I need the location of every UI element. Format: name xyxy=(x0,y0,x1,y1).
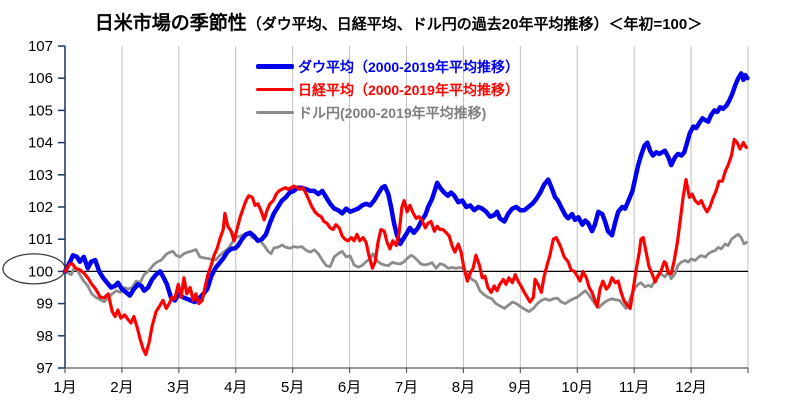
x-axis-tick-label: 8月 xyxy=(452,379,475,396)
dow-line-swatch-icon xyxy=(256,64,294,69)
y-axis-tick-label: 97 xyxy=(36,360,53,377)
y-axis-tick-label: 100 xyxy=(28,263,53,280)
x-axis-tick-label: 2月 xyxy=(110,379,133,396)
usdjpy-line-swatch-icon xyxy=(256,111,294,114)
y-axis-tick-label: 103 xyxy=(28,167,53,184)
legend-item: ドル円(2000-2019年平均推移) xyxy=(256,101,519,124)
page-title: 日米市場の季節性（ダウ平均、日経平均、ドル円の過去20年平均推移）＜年初=100… xyxy=(0,8,797,35)
y-axis-tick-label: 99 xyxy=(36,296,53,313)
y-axis-tick-label: 98 xyxy=(36,328,53,345)
y-axis-tick-label: 106 xyxy=(28,70,53,87)
x-axis-tick-label: 4月 xyxy=(224,379,247,396)
y-axis-tick-label: 101 xyxy=(28,231,53,248)
series-line-2 xyxy=(63,231,748,314)
y-axis-tick-label: 107 xyxy=(28,38,53,55)
legend-label: 日経平均（2000-2019年平均推移） xyxy=(298,81,519,98)
y-axis-tick-label: 104 xyxy=(28,135,53,152)
y-axis-tick-label: 102 xyxy=(28,199,53,216)
x-axis-tick-label: 9月 xyxy=(509,379,532,396)
x-axis-tick-label: 12月 xyxy=(675,379,707,396)
series-line-0 xyxy=(62,71,750,305)
series-line-1 xyxy=(63,137,748,357)
x-axis-tick-label: 5月 xyxy=(281,379,304,396)
y-axis-tick-label: 105 xyxy=(28,102,53,119)
chart-title-sub: （ダウ平均、日経平均、ドル円の過去20年平均推移）＜年初=100＞ xyxy=(246,16,703,33)
nikkei-line-swatch-icon xyxy=(256,87,294,92)
x-axis-tick-label: 3月 xyxy=(167,379,190,396)
x-axis-tick-label: 1月 xyxy=(53,379,76,396)
x-axis-tick-label: 11月 xyxy=(619,379,650,396)
legend-label: ダウ平均（2000-2019年平均推移） xyxy=(298,58,519,75)
chart-title-main: 日米市場の季節性 xyxy=(94,13,247,34)
legend-item: ダウ平均（2000-2019年平均推移） xyxy=(256,55,519,78)
legend-item: 日経平均（2000-2019年平均推移） xyxy=(256,78,519,101)
x-axis-tick-label: 6月 xyxy=(338,379,361,396)
x-axis-tick-label: 7月 xyxy=(395,379,418,396)
legend-label: ドル円(2000-2019年平均推移) xyxy=(298,104,487,121)
x-axis-tick-label: 10月 xyxy=(561,379,593,396)
chart-legend: ダウ平均（2000-2019年平均推移） 日経平均（2000-2019年平均推移… xyxy=(256,55,519,124)
